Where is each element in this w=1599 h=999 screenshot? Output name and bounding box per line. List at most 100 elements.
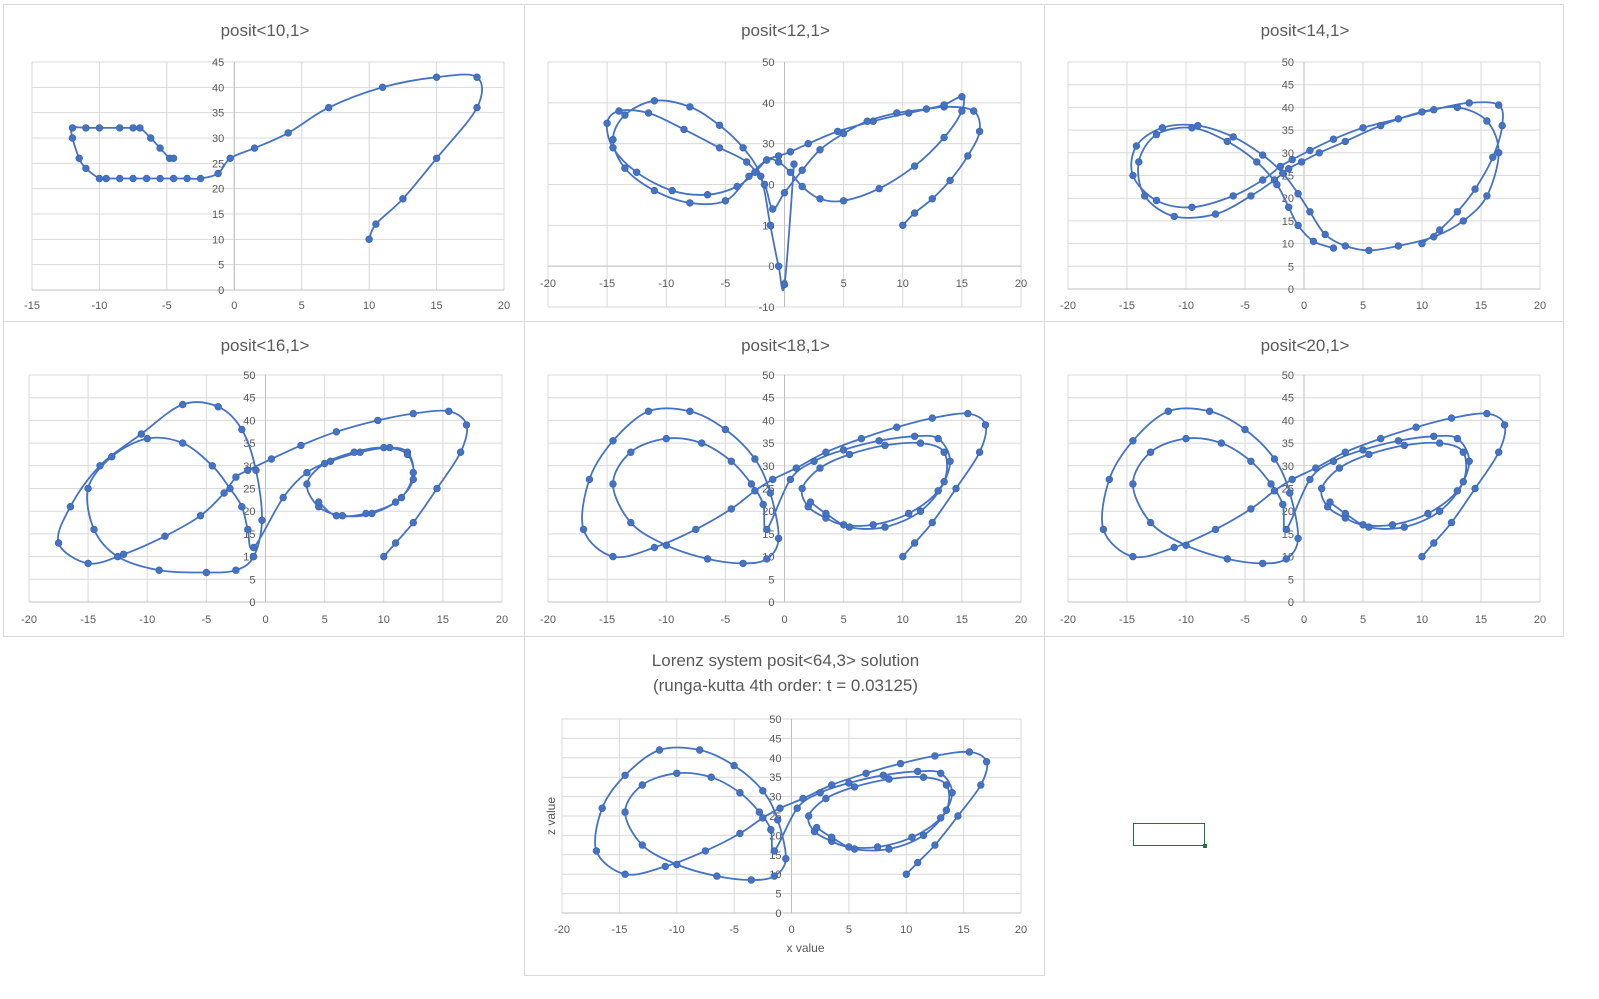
data-point	[774, 534, 783, 543]
data-point	[668, 186, 676, 195]
data-point	[863, 117, 871, 125]
data-point	[721, 425, 730, 434]
data-point	[96, 462, 104, 470]
y-tick-label: 35	[1282, 438, 1294, 450]
chart-panel-posit-14-1[interactable]: posit<14,1> -20 -15 -10 -5 0 5 10 15 20 0 5 10 15 20 25…	[1044, 4, 1564, 322]
data-point	[839, 129, 848, 138]
data-point	[1400, 523, 1408, 531]
data-point	[965, 748, 974, 756]
data-point	[977, 781, 985, 789]
data-point	[760, 180, 769, 189]
data-point	[766, 221, 775, 230]
data-point	[1247, 192, 1255, 200]
x-tick-label: 0	[1301, 614, 1307, 626]
data-point	[1099, 525, 1108, 534]
data-point	[638, 781, 647, 789]
data-point	[409, 518, 417, 527]
data-point	[916, 507, 925, 515]
data-point	[1377, 434, 1385, 443]
data-point	[1288, 155, 1296, 164]
y-tick-label: 5	[1288, 261, 1294, 273]
y-tick-label: -10	[759, 302, 775, 314]
data-point	[350, 448, 358, 456]
y-tick-label: 5	[768, 574, 774, 586]
chart-panel-posit-18-1[interactable]: posit<18,1>-20-15-10-5051015200510152025…	[524, 321, 1045, 637]
data-point	[1341, 509, 1349, 518]
x-tick-label: 5	[841, 614, 847, 626]
data-point	[1282, 555, 1291, 563]
data-point	[650, 97, 659, 105]
y-tick-label: 30	[762, 461, 774, 473]
data-point	[1394, 115, 1403, 123]
data-point	[905, 109, 913, 117]
x-tick-label: -5	[1240, 300, 1250, 312]
data-point	[751, 455, 759, 463]
data-point	[755, 808, 764, 816]
x-tick-label: -5	[720, 278, 730, 290]
data-point	[1152, 196, 1161, 205]
chart-panel-posit-20-1[interactable]: posit<20,1>-20-15-10-5051015200510152025…	[1044, 321, 1564, 637]
data-point	[102, 174, 110, 183]
x-tick-label: 0	[788, 924, 794, 936]
data-point	[1436, 439, 1444, 447]
data-point	[1495, 448, 1503, 456]
data-point	[1453, 208, 1462, 216]
data-point	[790, 160, 798, 168]
data-point	[850, 845, 859, 853]
data-point	[1282, 525, 1291, 534]
data-point	[940, 478, 948, 486]
data-point	[736, 829, 744, 838]
x-tick-label: 10	[378, 614, 390, 626]
data-point	[1129, 480, 1137, 488]
data-point	[1188, 124, 1196, 132]
data-point	[914, 858, 922, 867]
x-tick-label: 5	[299, 300, 305, 312]
data-point	[701, 847, 710, 855]
y-tick-label: 20	[243, 506, 255, 518]
x-tick-label: -5	[720, 614, 730, 626]
x-tick-label: -5	[201, 614, 211, 626]
data-point	[1447, 518, 1456, 527]
data-point	[303, 480, 311, 488]
data-point	[940, 133, 948, 142]
y-tick-label: 40	[1282, 102, 1294, 114]
data-point	[179, 439, 187, 447]
data-point	[1483, 192, 1491, 200]
data-point	[621, 870, 629, 878]
data-point	[1365, 246, 1373, 255]
x-tick-label: -15	[80, 614, 96, 626]
data-point	[931, 752, 939, 760]
data-point	[934, 487, 942, 495]
x-tick-label: -20	[1060, 614, 1076, 626]
chart-panel-posit-10-1[interactable]: posit<10,1> -15 -10 -5 0 5 10 15 20 0 5 10 15 20 25 30 3…	[3, 4, 525, 322]
x-tick-label: -10	[91, 300, 107, 312]
data-point	[650, 186, 659, 195]
data-point	[380, 443, 388, 452]
data-point	[928, 518, 936, 527]
data-point	[403, 450, 412, 459]
data-point	[975, 448, 984, 456]
chart-panel-posit-16-1[interactable]: posit<16,1> -20 -15 -10 -5 0 5 10 15 20 0 5 10 15 20 25…	[3, 321, 525, 637]
data-point	[391, 498, 400, 506]
data-point	[397, 493, 406, 502]
data-point	[822, 448, 830, 456]
data-point	[627, 448, 635, 456]
data-point	[399, 195, 407, 203]
data-point	[776, 804, 784, 812]
data-point	[1294, 190, 1302, 198]
selected-cell[interactable]	[1133, 823, 1205, 846]
fill-handle[interactable]	[1203, 844, 1207, 848]
data-point	[609, 480, 617, 488]
data-point	[727, 505, 736, 513]
chart-panel-lorenz-posit-64-3[interactable]: Lorenz system posit<64,3> solution (runga…	[524, 636, 1045, 976]
data-point	[155, 566, 163, 574]
chart-panel-posit-12-1[interactable]: posit<12,1>-20-15-10-505101520-100102030…	[524, 4, 1045, 322]
y-axis-title: z value	[544, 797, 558, 835]
data-point	[713, 872, 721, 880]
data-point	[770, 847, 779, 855]
y-tick-label: 30	[1282, 461, 1294, 473]
data-point	[1436, 226, 1444, 234]
data-point	[1259, 559, 1267, 568]
data-point	[782, 855, 790, 863]
data-point	[715, 144, 724, 152]
